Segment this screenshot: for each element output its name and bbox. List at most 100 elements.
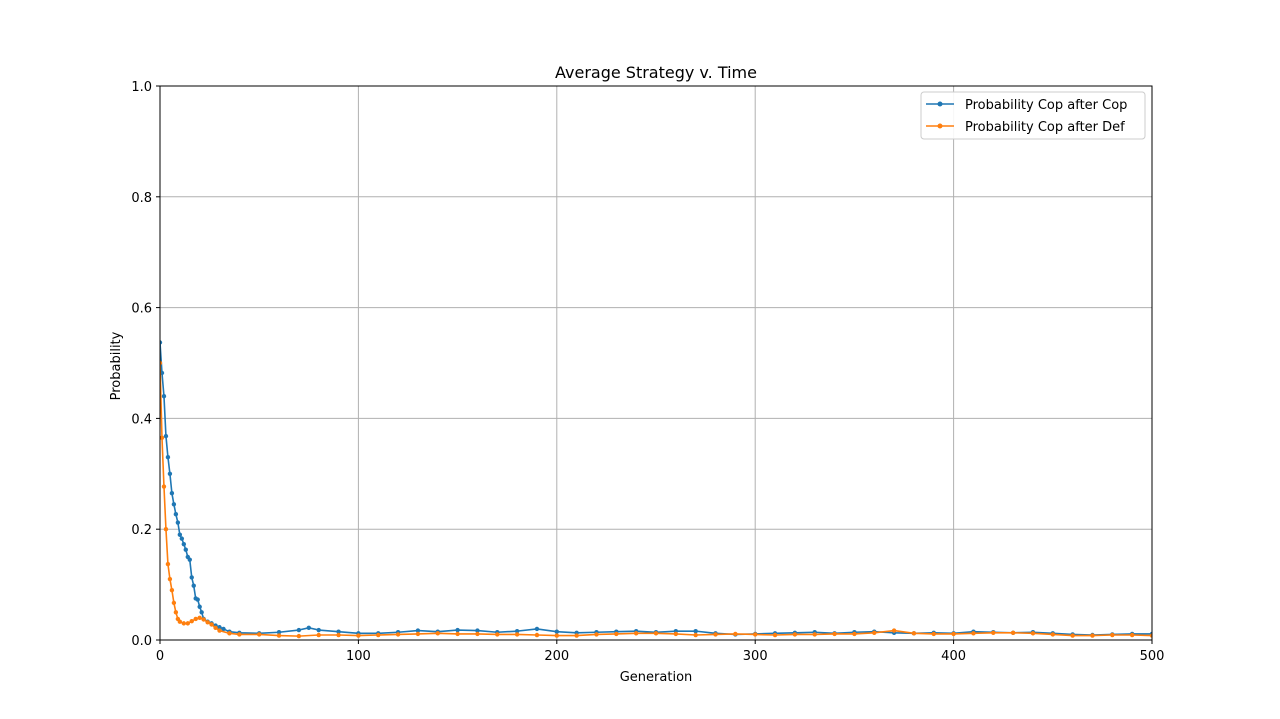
x-tick-label: 0 <box>156 649 164 664</box>
data-point <box>217 625 222 630</box>
data-point <box>455 631 460 637</box>
data-point <box>177 532 183 537</box>
data-point <box>237 632 242 637</box>
data-point <box>221 626 226 632</box>
data-point <box>356 633 361 638</box>
data-point <box>415 631 421 637</box>
data-point <box>160 360 163 366</box>
plot-frame <box>159 85 1153 641</box>
data-point <box>633 631 639 636</box>
data-point <box>185 621 190 626</box>
data-point <box>201 617 206 622</box>
data-point <box>165 561 171 567</box>
data-point <box>197 604 202 609</box>
data-point <box>169 490 175 496</box>
data-point <box>189 575 194 580</box>
data-point <box>163 433 169 439</box>
data-point <box>772 632 778 638</box>
legend-label: Probability Cop after Def <box>965 120 1125 135</box>
data-point <box>1010 630 1016 635</box>
data-point <box>693 632 698 638</box>
data-point <box>1149 633 1152 638</box>
data-point <box>177 619 183 624</box>
data-point <box>163 527 169 532</box>
data-point <box>812 632 817 637</box>
data-point <box>276 633 282 638</box>
data-point <box>187 557 192 562</box>
data-point <box>594 632 599 637</box>
data-point <box>514 632 520 637</box>
data-point <box>336 629 341 634</box>
legend-marker <box>937 101 943 107</box>
data-point <box>673 631 679 637</box>
data-point <box>161 394 167 399</box>
y-tick-label: 0.2 <box>131 523 152 538</box>
data-point <box>991 630 996 635</box>
data-point <box>173 512 179 517</box>
data-point <box>161 484 167 489</box>
data-point <box>1090 633 1095 638</box>
plot-area <box>160 86 1152 640</box>
data-point <box>171 502 177 507</box>
data-point <box>495 632 500 637</box>
data-point <box>435 631 440 636</box>
data-point <box>653 631 659 636</box>
data-point <box>1030 631 1036 636</box>
data-point <box>713 632 718 637</box>
data-point <box>534 632 540 638</box>
data-point <box>554 633 559 638</box>
data-point <box>514 628 520 634</box>
data-point <box>205 620 210 625</box>
data-point <box>179 536 185 541</box>
data-point <box>614 631 619 637</box>
data-point <box>792 632 798 637</box>
data-point <box>891 628 897 633</box>
data-point <box>227 631 232 636</box>
data-point <box>193 616 198 622</box>
data-point <box>574 633 579 638</box>
data-point <box>296 627 302 633</box>
legend-item: Probability Cop after Cop <box>926 98 1127 113</box>
data-point <box>475 631 480 637</box>
data-point <box>306 625 311 631</box>
data-point <box>1050 632 1056 637</box>
x-tick-label: 100 <box>346 649 371 664</box>
data-point <box>276 630 282 635</box>
y-tick-label: 0.6 <box>131 302 152 317</box>
data-point <box>296 633 302 639</box>
y-axis-label: Probability <box>109 331 124 400</box>
chart-title: Average Strategy v. Time <box>555 63 757 82</box>
x-tick-label: 500 <box>1140 649 1165 664</box>
axis-ticks: 0 100 200 300 400 500 0.0 0.2 0.4 0.6 0.8 1.0 <box>131 80 1164 664</box>
series-2 <box>160 360 1152 639</box>
legend-marker <box>937 123 943 129</box>
legend-item: Probability Cop after Def <box>926 120 1125 135</box>
data-point <box>733 631 738 637</box>
data-point <box>165 454 171 460</box>
data-point <box>199 610 204 615</box>
data-point <box>415 628 421 633</box>
data-point <box>181 621 187 626</box>
data-point <box>181 541 187 547</box>
data-point <box>209 622 214 627</box>
series-layer <box>160 340 1152 639</box>
x-tick-label: 300 <box>743 649 768 664</box>
legend-box <box>920 91 1146 140</box>
data-point <box>951 631 956 637</box>
data-point <box>693 628 698 634</box>
y-tick-label: 0.0 <box>131 634 152 649</box>
data-point <box>217 628 222 633</box>
x-axis-label: Generation <box>620 670 693 685</box>
data-point <box>852 631 857 637</box>
data-point <box>183 547 188 552</box>
data-point <box>316 632 321 638</box>
data-point <box>189 618 194 624</box>
data-point <box>167 576 173 582</box>
y-tick-label: 1.0 <box>131 80 152 95</box>
data-point <box>931 631 936 637</box>
x-tick-label: 400 <box>941 649 966 664</box>
x-tick-label: 200 <box>544 649 569 664</box>
data-point <box>197 615 202 621</box>
data-point <box>911 631 917 636</box>
legend-label: Probability Cop after Cop <box>965 98 1127 113</box>
